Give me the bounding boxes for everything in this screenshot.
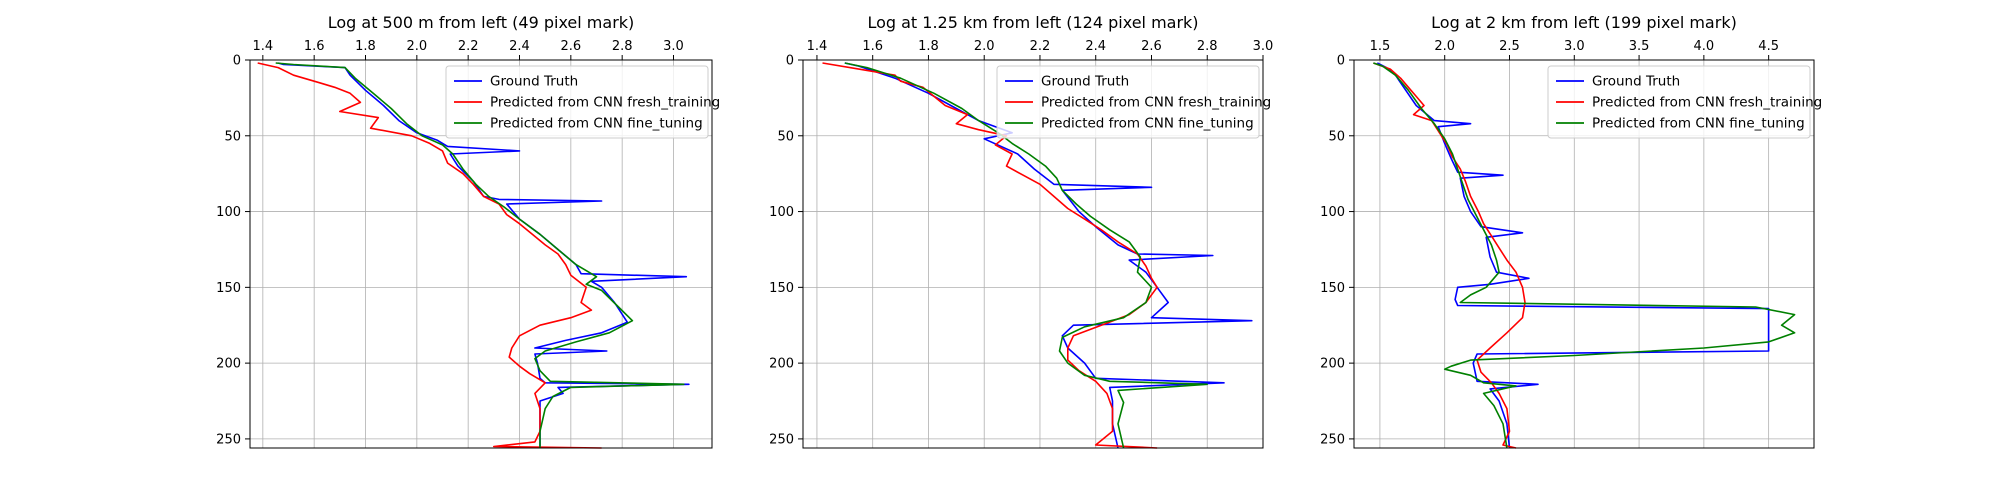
x-tick-label-6: 2.4 xyxy=(509,39,530,54)
x-tick-label-1: 1.5 xyxy=(1370,39,1391,54)
legend-box xyxy=(1547,65,1811,139)
y-tick-label-3: 100 xyxy=(216,205,241,220)
series-line-3 xyxy=(844,62,1208,449)
legend-label-3: Predicted from CNN fine_tuning xyxy=(1041,116,1254,132)
legend-label-1: Ground Truth xyxy=(1592,74,1680,90)
x-tick-label-1: 1.4 xyxy=(252,39,273,54)
x-tick-label-5: 2.2 xyxy=(458,39,479,54)
plot-frame xyxy=(1353,59,1815,449)
x-tick-label-4: 2.0 xyxy=(406,39,427,54)
x-tick-label-7: 4.5 xyxy=(1758,39,1779,54)
y-tick-label-3: 100 xyxy=(1320,205,1345,220)
legend-label-3: Predicted from CNN fine_tuning xyxy=(490,116,703,132)
x-tick-label-6: 4.0 xyxy=(1694,39,1715,54)
y-tick-label-4: 150 xyxy=(1320,281,1345,296)
series-line-2 xyxy=(257,62,602,449)
y-tick-label-5: 200 xyxy=(769,357,794,372)
plot-frame xyxy=(249,59,713,449)
x-tick-label-1: 1.4 xyxy=(807,39,828,54)
y-tick-label-6: 250 xyxy=(1320,432,1345,447)
x-tick-label-7: 2.6 xyxy=(1141,39,1162,54)
legend-label-2: Predicted from CNN fresh_training xyxy=(1592,95,1822,111)
chart-panel-1: 1.4 1.6 1.8 2.0 2.2 2.4 2.6 2.8 3.0 0 50 100 150 200 2… xyxy=(216,13,720,449)
y-tick-label-2: 50 xyxy=(1328,129,1345,144)
series-line-3 xyxy=(1373,62,1796,449)
y-tick-label-4: 150 xyxy=(216,281,241,296)
x-tick-label-3: 2.5 xyxy=(1499,39,1520,54)
legend-label-1: Ground Truth xyxy=(1041,74,1129,90)
x-tick-label-5: 3.5 xyxy=(1629,39,1650,54)
y-tick-label-5: 200 xyxy=(216,357,241,372)
legend-label-3: Predicted from CNN fine_tuning xyxy=(1592,116,1805,132)
x-tick-label-5: 2.2 xyxy=(1030,39,1051,54)
x-tick-label-2: 1.6 xyxy=(862,39,883,54)
x-tick-label-2: 2.0 xyxy=(1434,39,1455,54)
x-tick-label-2: 1.6 xyxy=(304,39,325,54)
y-tick-label-4: 150 xyxy=(769,281,794,296)
legend-box xyxy=(996,65,1260,139)
x-tick-label-6: 2.4 xyxy=(1085,39,1106,54)
chart-title: Log at 1.25 km from left (124 pixel mark… xyxy=(867,13,1198,32)
y-tick-label-1: 0 xyxy=(1337,54,1345,69)
chart-panel-2: 1.4 1.6 1.8 2.0 2.2 2.4 2.6 2.8 3.0 0 50 100 150 200 2… xyxy=(769,13,1274,449)
x-tick-label-9: 3.0 xyxy=(1253,39,1274,54)
legend-label-2: Predicted from CNN fresh_training xyxy=(1041,95,1271,111)
x-tick-label-7: 2.6 xyxy=(560,39,581,54)
x-tick-label-3: 1.8 xyxy=(355,39,376,54)
series-line-3 xyxy=(275,62,685,448)
legend-label-1: Ground Truth xyxy=(490,74,578,90)
y-tick-label-3: 100 xyxy=(769,205,794,220)
x-tick-label-4: 2.0 xyxy=(974,39,995,54)
y-tick-label-6: 250 xyxy=(216,432,241,447)
x-tick-label-3: 1.8 xyxy=(918,39,939,54)
series-line-1 xyxy=(1376,62,1770,449)
legend-box xyxy=(445,65,709,139)
legend-label-2: Predicted from CNN fresh_training xyxy=(490,95,720,111)
y-tick-label-5: 200 xyxy=(1320,357,1345,372)
y-tick-label-6: 250 xyxy=(769,432,794,447)
plot-frame xyxy=(802,59,1264,449)
y-tick-label-2: 50 xyxy=(777,129,794,144)
x-tick-label-8: 2.8 xyxy=(612,39,633,54)
chart-panel-3: 1.5 2.0 2.5 3.0 3.5 4.0 4.5 0 50 100 150 200 250 Log … xyxy=(1320,13,1822,449)
chart-title: Log at 500 m from left (49 pixel mark) xyxy=(328,13,635,32)
x-tick-label-4: 3.0 xyxy=(1564,39,1585,54)
chart-title: Log at 2 km from left (199 pixel mark) xyxy=(1431,13,1737,32)
series-line-2 xyxy=(1373,62,1526,449)
x-tick-label-9: 3.0 xyxy=(663,39,684,54)
y-tick-label-1: 0 xyxy=(786,54,794,69)
series-line-1 xyxy=(844,62,1253,449)
x-tick-label-8: 2.8 xyxy=(1197,39,1218,54)
y-tick-label-1: 0 xyxy=(233,54,241,69)
y-tick-label-2: 50 xyxy=(224,129,241,144)
